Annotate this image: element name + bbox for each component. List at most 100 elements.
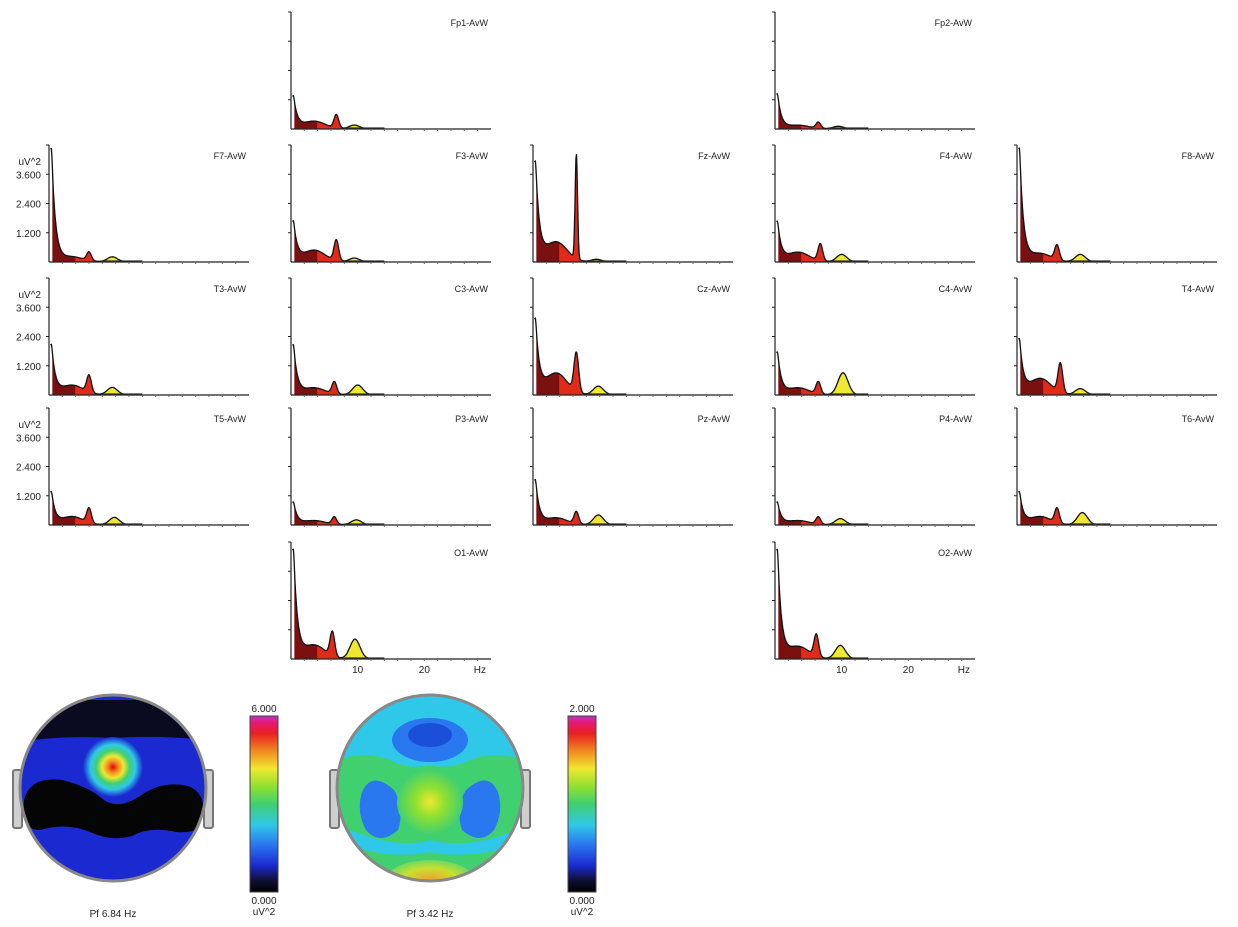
band-theta — [801, 381, 829, 395]
channel-label: Fp1-AvW — [451, 18, 489, 28]
band-theta — [1043, 507, 1071, 525]
spectrum-line — [776, 501, 869, 526]
spectrum-panel-f4-avw: F4-AvW — [772, 144, 975, 264]
y-tick-label: 3.600 — [16, 170, 41, 181]
colorbar-2-unit: uV^2 — [571, 907, 594, 918]
band-alpha — [828, 645, 862, 659]
band-delta — [52, 167, 76, 262]
band-alpha — [828, 254, 862, 262]
channel-label: O2-AvW — [938, 548, 972, 558]
channel-label: Pz-AvW — [698, 414, 731, 424]
colorbar-2-max: 2.000 — [569, 704, 594, 715]
spectrum-panel-fz-avw: Fz-AvW — [530, 144, 733, 264]
band-theta — [75, 251, 103, 262]
band-alpha — [344, 639, 378, 659]
band-theta — [75, 374, 103, 395]
y-tick-label: 2.400 — [16, 333, 41, 344]
band-delta — [1020, 496, 1044, 525]
spectrum-line — [776, 548, 869, 660]
band-theta — [317, 114, 345, 129]
channel-label: C4-AvW — [939, 284, 973, 294]
channel-label: F8-AvW — [1182, 151, 1215, 161]
band-theta — [559, 153, 587, 262]
colorbar-1: 6.000 0.000 uV^2 — [249, 704, 279, 918]
spectrum-panel-fp1-avw: Fp1-AvW — [288, 11, 491, 131]
channel-label: F3-AvW — [456, 151, 489, 161]
channel-label: T4-AvW — [1182, 284, 1215, 294]
spectrum-panel-t3-avw: T3-AvW uV^2 1.200 2.400 3.600 — [16, 277, 249, 397]
colorbar-2-min: 0.000 — [569, 896, 594, 907]
spectrum-panel-fp2-avw: Fp2-AvW — [772, 11, 975, 131]
spectrum-line — [292, 548, 385, 660]
band-theta — [801, 243, 829, 262]
colorbar-2: 2.000 0.000 uV^2 — [567, 704, 597, 918]
spectrum-line — [1018, 147, 1111, 263]
spectrum-line — [776, 93, 869, 130]
band-alpha — [828, 372, 862, 395]
y-unit-label: uV^2 — [19, 157, 42, 168]
x-tick-label: 10 — [836, 665, 848, 676]
y-unit-label: uV^2 — [19, 420, 42, 431]
spectrum-line — [50, 147, 143, 263]
channel-label: Fp2-AvW — [935, 18, 973, 28]
spectrum-panel-p4-avw: P4-AvW — [772, 407, 975, 527]
band-delta — [294, 227, 318, 262]
band-theta — [317, 239, 345, 262]
spectrum-panel-c4-avw: C4-AvW — [772, 277, 975, 397]
colorbar-1-unit: uV^2 — [253, 907, 276, 918]
band-theta — [801, 633, 829, 659]
spectrum-line — [776, 351, 869, 396]
spectrum-panel-t5-avw: T5-AvW uV^2 1.200 2.400 3.600 — [16, 407, 249, 527]
band-delta — [778, 358, 802, 395]
spectrum-panel-f7-avw: F7-AvW uV^2 1.200 2.400 3.600 — [16, 144, 249, 264]
x-unit-label: Hz — [958, 665, 970, 676]
topomap-1: Pf 6.84 Hz — [12, 693, 214, 920]
spectrum-line — [292, 344, 385, 396]
band-delta — [1020, 347, 1044, 395]
band-theta — [559, 351, 587, 395]
spectrum-panel-c3-avw: C3-AvW — [288, 277, 491, 397]
y-tick-label: 1.200 — [16, 492, 41, 503]
topomap-2-caption: Pf 3.42 Hz — [407, 909, 454, 920]
x-tick-label: 20 — [903, 665, 915, 676]
band-alpha — [1070, 512, 1104, 525]
band-delta — [294, 100, 318, 129]
channel-label: C3-AvW — [455, 284, 489, 294]
spectrum-panel-t4-avw: T4-AvW — [1014, 277, 1217, 397]
channel-label: F4-AvW — [940, 151, 973, 161]
band-alpha — [102, 387, 136, 395]
band-delta — [52, 496, 76, 525]
band-theta — [1043, 362, 1071, 395]
band-theta — [75, 507, 103, 525]
spectrum-panel-o2-avw: O2-AvW 10 20 Hz — [772, 541, 975, 676]
channel-label: P4-AvW — [939, 414, 972, 424]
topomap-1-caption: Pf 6.84 Hz — [90, 909, 137, 920]
band-delta — [536, 176, 560, 262]
band-delta — [778, 505, 802, 525]
spectrum-panel-p3-avw: P3-AvW — [288, 407, 491, 527]
spectrum-line — [292, 501, 385, 526]
topomap-2: Pf 3.42 Hz — [329, 693, 531, 920]
band-theta — [317, 381, 345, 395]
y-tick-label: 1.200 — [16, 229, 41, 240]
y-tick-label: 2.400 — [16, 463, 41, 474]
channel-label: T6-AvW — [1182, 414, 1215, 424]
spectrum-panel-f3-avw: F3-AvW — [288, 144, 491, 264]
spectrum-line — [534, 478, 627, 526]
band-delta — [778, 567, 802, 659]
channel-label: Fz-AvW — [698, 151, 730, 161]
band-theta — [317, 631, 345, 659]
x-tick-label: 20 — [419, 665, 431, 676]
y-tick-label: 3.600 — [16, 433, 41, 444]
spectrum-panel-cz-avw: Cz-AvW — [530, 277, 733, 397]
y-tick-label: 1.200 — [16, 362, 41, 373]
spectrum-panel-t6-avw: T6-AvW — [1014, 407, 1217, 527]
spectrum-panel-pz-avw: Pz-AvW — [530, 407, 733, 527]
band-delta — [536, 329, 560, 395]
band-alpha — [344, 385, 378, 395]
spectrum-panel-f8-avw: F8-AvW — [1014, 144, 1217, 264]
colorbar-1-min: 0.000 — [251, 896, 276, 907]
channel-label: Cz-AvW — [697, 284, 730, 294]
y-tick-label: 2.400 — [16, 200, 41, 211]
